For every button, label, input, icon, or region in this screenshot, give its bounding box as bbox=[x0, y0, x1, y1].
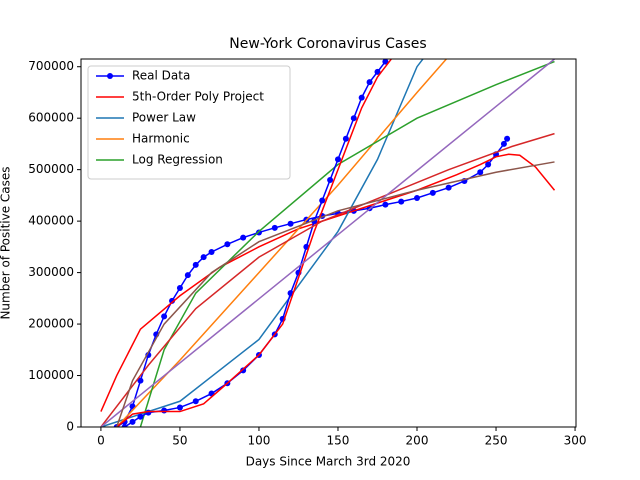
data-point bbox=[208, 249, 215, 256]
legend-label: Log Regression bbox=[132, 153, 223, 167]
data-point bbox=[382, 59, 389, 65]
data-point bbox=[429, 189, 436, 196]
data-point bbox=[224, 241, 231, 248]
x-tick-label: 250 bbox=[485, 434, 508, 448]
x-tick-label: 150 bbox=[327, 434, 350, 448]
y-tick-label: 0 bbox=[66, 420, 74, 434]
data-point bbox=[192, 398, 199, 405]
data-point bbox=[176, 404, 183, 411]
legend-label: Real Data bbox=[132, 69, 190, 83]
series-line bbox=[116, 138, 508, 427]
y-tick-label: 500000 bbox=[28, 162, 74, 176]
data-point bbox=[240, 234, 247, 241]
y-tick-label: 600000 bbox=[28, 111, 74, 125]
legend-box bbox=[87, 65, 291, 180]
series-line bbox=[116, 59, 393, 427]
data-point bbox=[504, 135, 511, 142]
data-point bbox=[137, 377, 144, 384]
y-tick-label: 200000 bbox=[28, 317, 74, 331]
data-point bbox=[327, 176, 334, 183]
data-point bbox=[398, 198, 405, 205]
x-tick-label: 0 bbox=[97, 434, 105, 448]
data-point bbox=[319, 197, 326, 204]
data-point bbox=[240, 367, 247, 374]
series-line bbox=[100, 59, 424, 427]
data-point bbox=[271, 224, 278, 231]
data-point bbox=[358, 94, 365, 101]
data-point bbox=[366, 79, 373, 86]
data-point bbox=[169, 297, 176, 304]
data-point bbox=[200, 254, 207, 261]
y-tick-label: 100000 bbox=[28, 368, 74, 382]
series-line bbox=[100, 132, 555, 427]
series-line bbox=[100, 153, 556, 412]
legend-label: 5th-Order Poly Project bbox=[132, 90, 264, 104]
data-point bbox=[374, 68, 381, 75]
data-point bbox=[121, 424, 128, 427]
y-tick-label: 700000 bbox=[28, 59, 74, 73]
x-tick-label: 300 bbox=[564, 434, 587, 448]
data-point bbox=[500, 140, 507, 147]
data-point bbox=[192, 261, 199, 268]
data-point bbox=[334, 156, 341, 163]
data-point bbox=[342, 135, 349, 142]
plot-area bbox=[100, 59, 556, 427]
data-point bbox=[287, 220, 294, 227]
data-point bbox=[445, 184, 452, 191]
chart-title: New-York Coronavirus Cases bbox=[229, 36, 426, 52]
data-point bbox=[485, 161, 492, 168]
legend-label: Harmonic bbox=[132, 132, 190, 146]
data-point bbox=[129, 418, 136, 425]
data-point bbox=[137, 413, 144, 420]
data-point bbox=[161, 407, 168, 414]
data-point bbox=[477, 169, 484, 176]
series-line bbox=[100, 59, 555, 427]
legend-marker bbox=[107, 73, 113, 79]
data-point bbox=[414, 194, 421, 201]
data-point bbox=[184, 272, 191, 279]
y-axis-label: Number of Positive Cases bbox=[0, 166, 13, 319]
data-point bbox=[176, 285, 183, 292]
data-point bbox=[382, 201, 389, 208]
y-tick-label: 300000 bbox=[28, 265, 74, 279]
x-axis-label: Days Since March 3rd 2020 bbox=[246, 455, 411, 469]
x-tick-label: 200 bbox=[406, 434, 429, 448]
y-tick-label: 400000 bbox=[28, 214, 74, 228]
x-tick-label: 50 bbox=[172, 434, 187, 448]
series-line bbox=[116, 161, 555, 427]
data-point bbox=[350, 115, 357, 122]
axes-frame bbox=[80, 58, 577, 428]
x-tick-label: 100 bbox=[248, 434, 271, 448]
legend-label: Power Law bbox=[132, 111, 196, 125]
data-point bbox=[161, 313, 168, 320]
